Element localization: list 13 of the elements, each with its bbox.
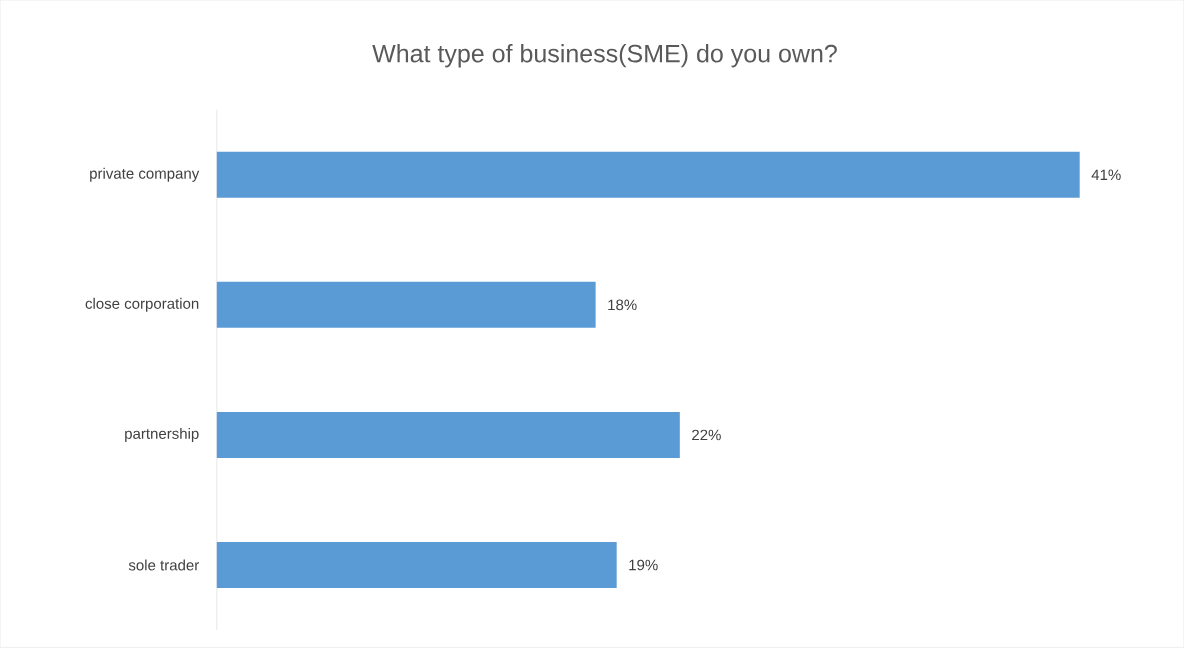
data-label: 19% (629, 559, 658, 571)
bar (216, 542, 617, 589)
chart-title: What type of business(SME) do you own? (372, 44, 837, 68)
bar (216, 281, 596, 329)
data-label: 22% (692, 429, 721, 441)
y-tick-label: partnership (125, 428, 199, 443)
bar (216, 151, 1080, 198)
bar (216, 412, 680, 459)
data-label: 41% (1091, 169, 1121, 181)
data-label: 18% (608, 299, 637, 311)
y-tick-label: sole trader (128, 559, 199, 571)
y-tick-label: close corporation (85, 298, 199, 312)
y-tick-label: private company (90, 167, 200, 182)
